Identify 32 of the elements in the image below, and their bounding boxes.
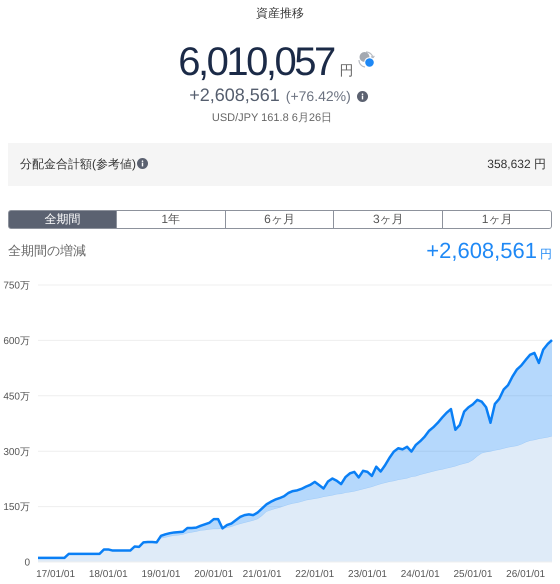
chart-title: 資産推移 xyxy=(255,5,305,21)
text: +2,608,561 xyxy=(426,238,537,263)
text: (+76.42%) xyxy=(286,88,351,104)
y-tick-label: 450万 xyxy=(3,391,30,402)
x-tick-label: 17/01/01 xyxy=(36,569,76,580)
text: 円 xyxy=(340,62,354,80)
text: 全期間 xyxy=(8,210,117,229)
x-tick-label: 20/01/01 xyxy=(194,569,234,580)
text: 3ヶ月 xyxy=(334,210,444,229)
x-tick-label: 21/01/01 xyxy=(242,569,282,580)
x-tick-label: 22/01/01 xyxy=(295,569,335,580)
text: 358,632 円 xyxy=(487,157,546,172)
text: 1年 xyxy=(116,210,226,229)
text: 円 xyxy=(540,246,552,263)
x-tick-label: 24/01/01 xyxy=(400,569,440,580)
y-tick-label: 150万 xyxy=(3,502,30,514)
y-tick-label: 600万 xyxy=(3,336,30,347)
text: 1ヶ月 xyxy=(443,210,552,229)
x-tick-label: 19/01/01 xyxy=(142,569,181,580)
y-tick-label: 0 xyxy=(24,558,30,569)
text: 6,010,057 xyxy=(178,40,334,84)
text: 全期間の増減 xyxy=(8,243,86,259)
text: 分配金合計額(参考値) xyxy=(20,157,136,172)
x-tick-label: 25/01/01 xyxy=(453,569,493,580)
x-tick-label: 26/01/01 xyxy=(506,569,546,580)
y-tick-label: 300万 xyxy=(3,446,30,458)
x-tick-label: 18/01/01 xyxy=(88,569,128,580)
y-tick-label: 750万 xyxy=(3,280,30,292)
text: USD/JPY 161.8 6月26日 xyxy=(212,112,332,124)
x-tick-label: 23/01/01 xyxy=(348,569,388,580)
text: 6ヶ月 xyxy=(226,210,334,229)
text: +2,608,561 xyxy=(189,84,280,106)
